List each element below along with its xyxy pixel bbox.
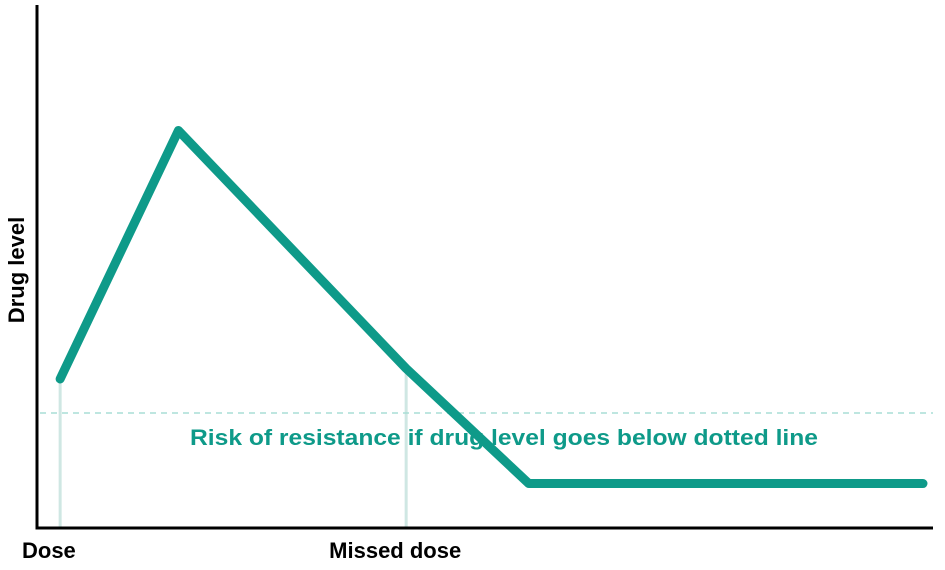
x-tick-labels: Dose Missed dose <box>22 538 461 563</box>
x-tick-label-1: Missed dose <box>329 538 461 563</box>
marker-lines <box>58 368 408 528</box>
drug-level-line <box>55 126 928 489</box>
y-axis-title: Drug level <box>4 217 29 323</box>
threshold-annotation: Risk of resistance if drug level goes be… <box>190 425 818 450</box>
x-tick-label-0: Dose <box>22 538 76 563</box>
series-group <box>55 126 928 489</box>
